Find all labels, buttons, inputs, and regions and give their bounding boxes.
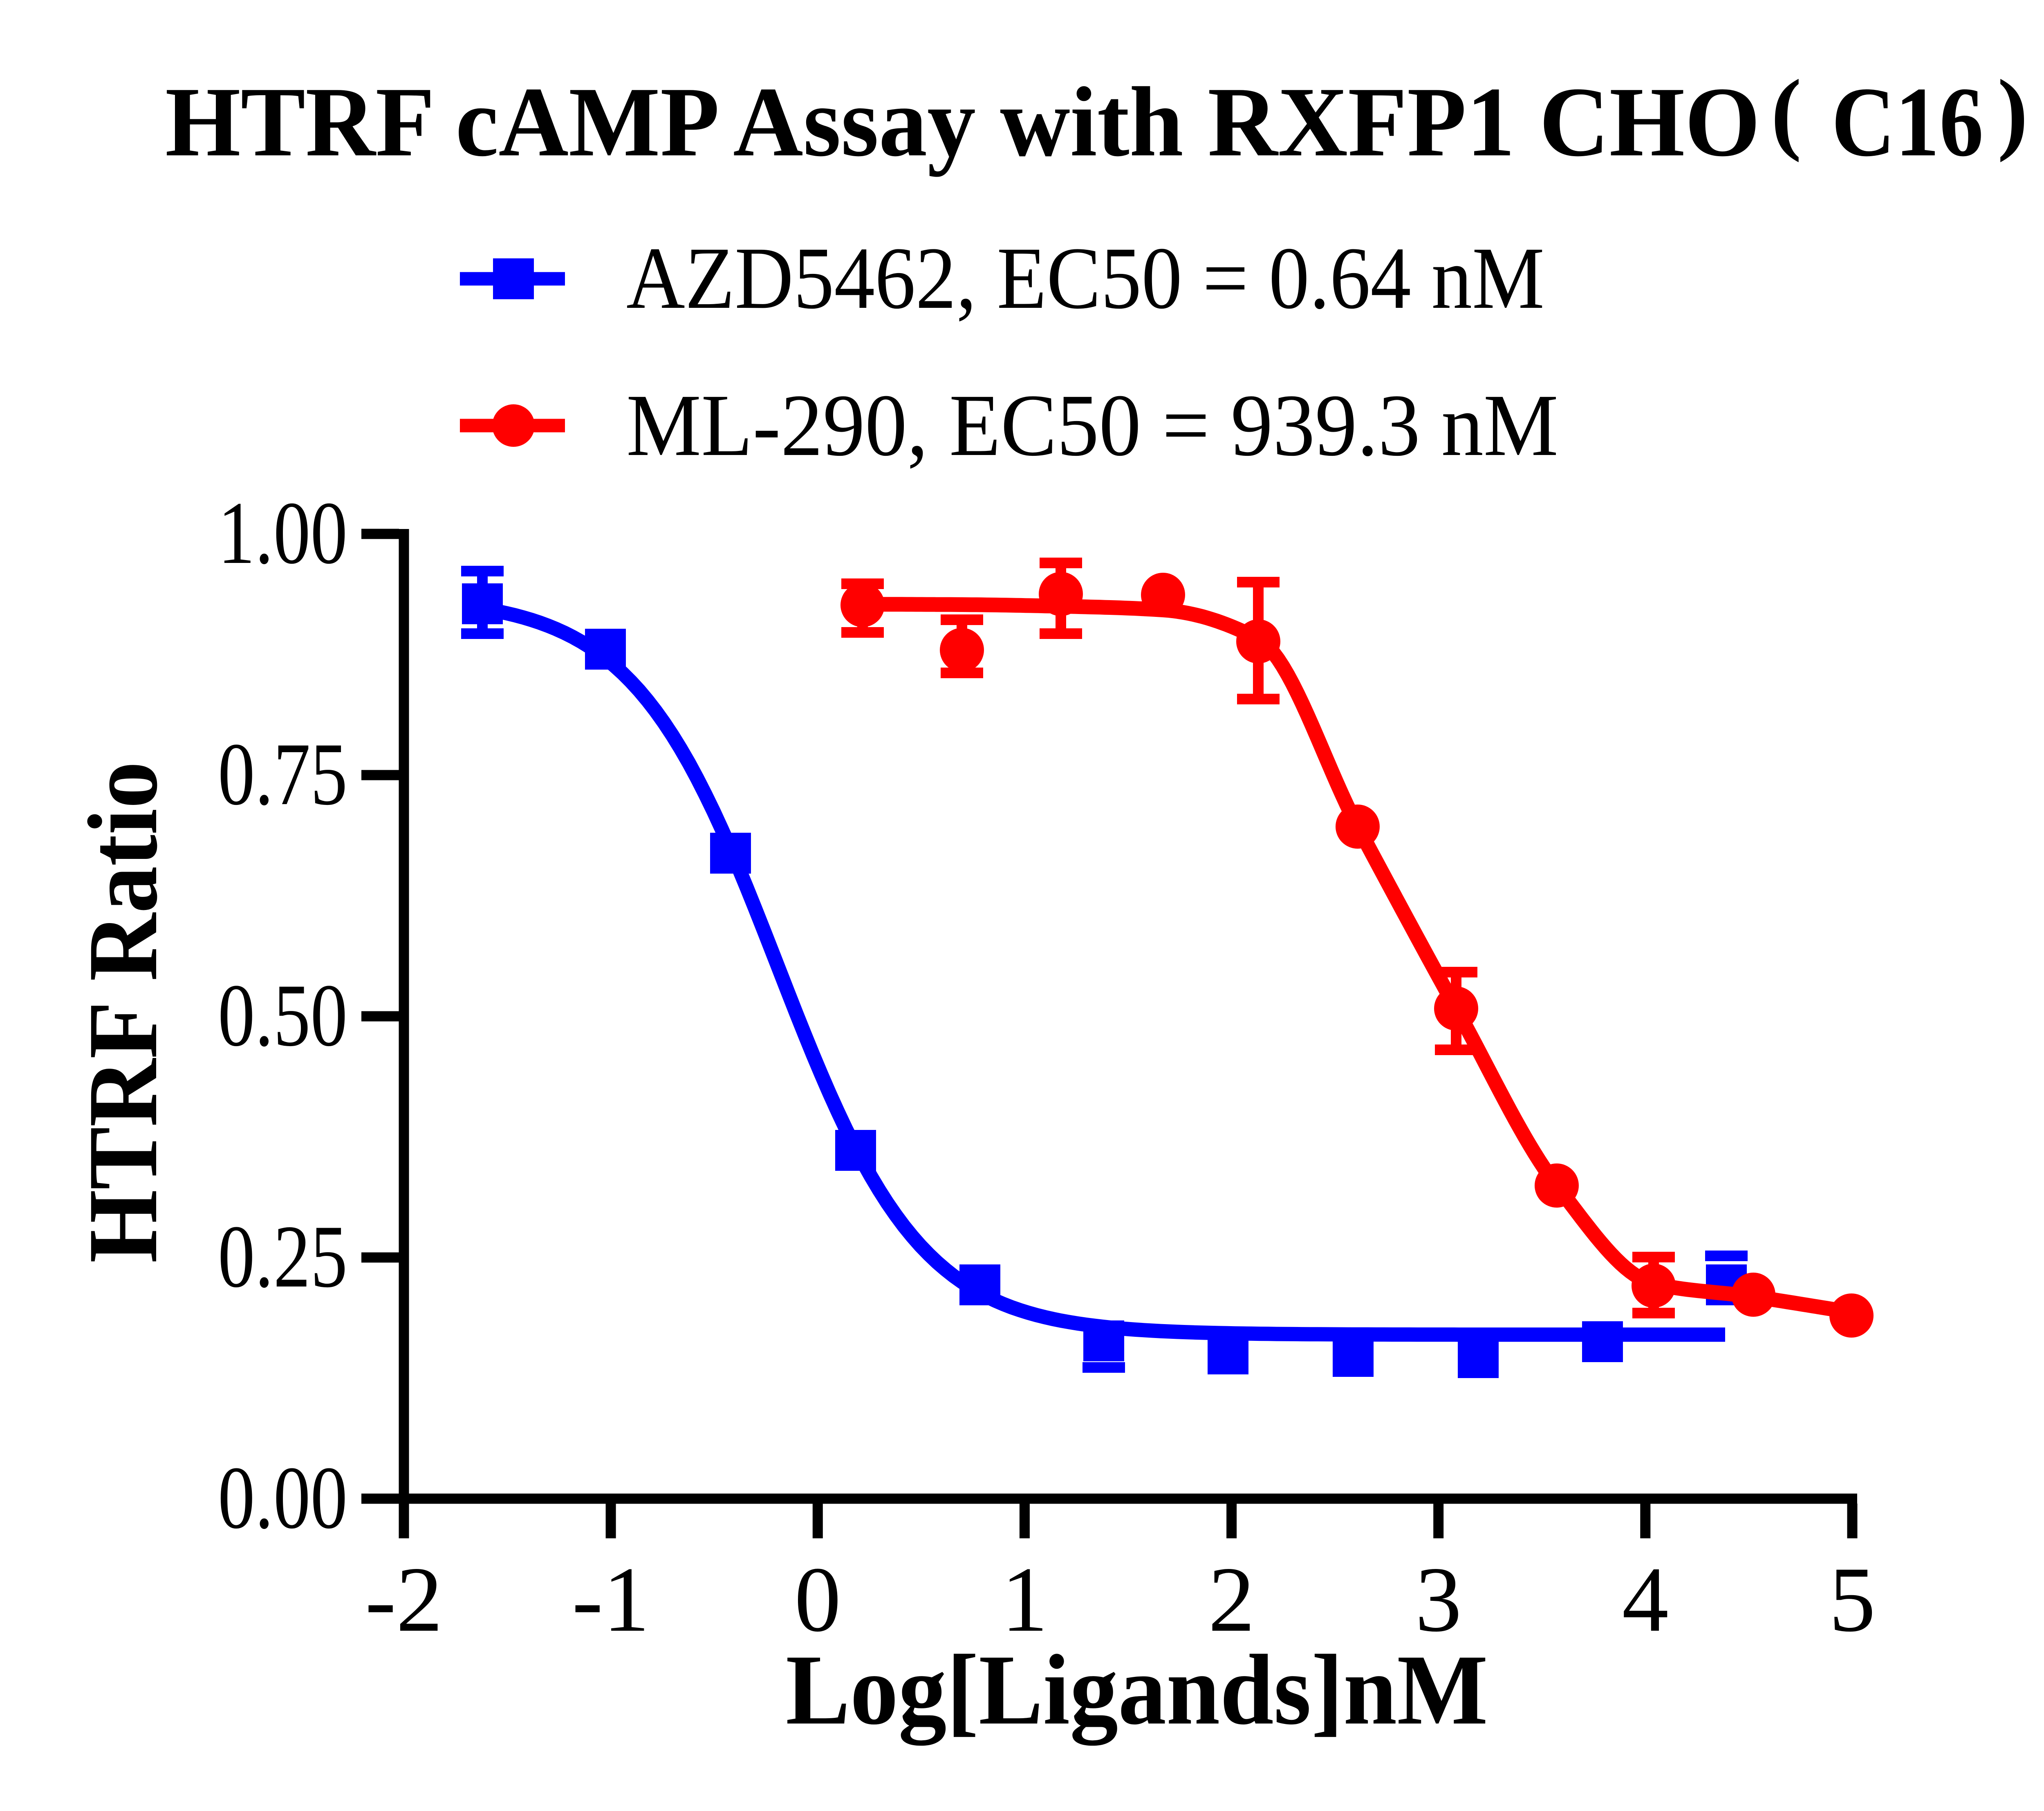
svg-text:(: (	[1771, 61, 1802, 163]
svg-text:2: 2	[1208, 1548, 1255, 1651]
svg-text:0.25: 0.25	[218, 1207, 347, 1306]
svg-text:HTRF Ratio: HTRF Ratio	[67, 762, 178, 1263]
svg-text:HTRF cAMP Assay with RXFP1 CHO: HTRF cAMP Assay with RXFP1 CHO	[165, 67, 1760, 177]
svg-text:): )	[1997, 61, 2028, 163]
svg-text:0.75: 0.75	[218, 725, 347, 824]
svg-text:5: 5	[1829, 1548, 1876, 1651]
svg-text:AZD5462, EC50 = 0.64 nM: AZD5462, EC50 = 0.64 nM	[626, 229, 1544, 327]
svg-text:C16: C16	[1831, 67, 1983, 177]
svg-text:3: 3	[1415, 1548, 1462, 1651]
svg-text:4: 4	[1622, 1548, 1669, 1651]
svg-text:0.50: 0.50	[218, 966, 347, 1065]
svg-text:1: 1	[1001, 1548, 1048, 1651]
svg-text:0: 0	[794, 1548, 841, 1651]
svg-text:0.00: 0.00	[218, 1448, 347, 1547]
svg-text:ML-290, EC50 = 939.3 nM: ML-290, EC50 = 939.3 nM	[626, 376, 1558, 474]
svg-text:Log[Ligands]nM: Log[Ligands]nM	[786, 1634, 1488, 1746]
svg-text:1.00: 1.00	[218, 484, 347, 583]
svg-text:-1: -1	[572, 1548, 650, 1651]
svg-text:-2: -2	[365, 1548, 443, 1651]
